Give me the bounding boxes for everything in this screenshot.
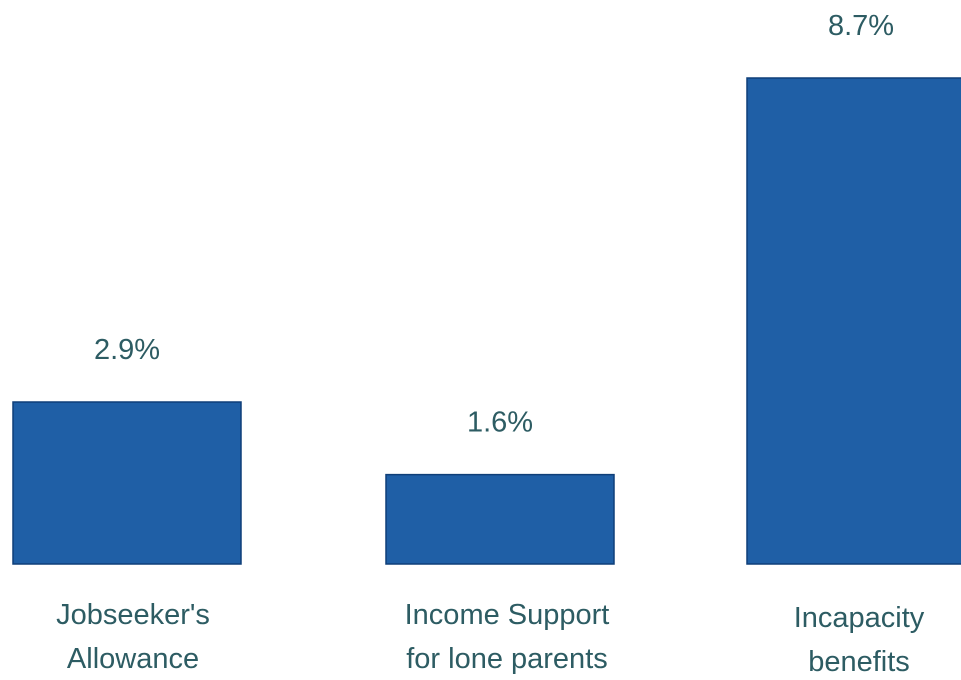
category-label-2: Incapacity benefits bbox=[794, 602, 925, 678]
bar-2 bbox=[746, 77, 961, 565]
category-label-0-line-0: Jobseeker's bbox=[56, 599, 210, 631]
category-label-1-line-1: for lone parents bbox=[406, 643, 608, 675]
category-label-1-line-0: Income Support bbox=[405, 599, 610, 631]
category-label-1: Income Support for lone parents bbox=[405, 599, 610, 675]
bar-1 bbox=[385, 473, 615, 565]
category-label-2-line-0: Incapacity bbox=[794, 602, 925, 634]
value-label-0: 2.9% bbox=[94, 334, 160, 366]
value-labels-group: 2.9% 1.6% 8.7% bbox=[94, 10, 894, 439]
value-label-1: 1.6% bbox=[467, 407, 533, 439]
category-label-0: Jobseeker's Allowance bbox=[56, 599, 210, 675]
category-label-2-line-1: benefits bbox=[808, 646, 910, 678]
bars-group bbox=[12, 77, 961, 565]
bar-0 bbox=[12, 401, 242, 565]
value-label-2: 8.7% bbox=[828, 10, 894, 42]
category-label-0-line-1: Allowance bbox=[67, 643, 199, 675]
category-labels-group: Jobseeker's Allowance Income Support for lo… bbox=[56, 599, 925, 678]
